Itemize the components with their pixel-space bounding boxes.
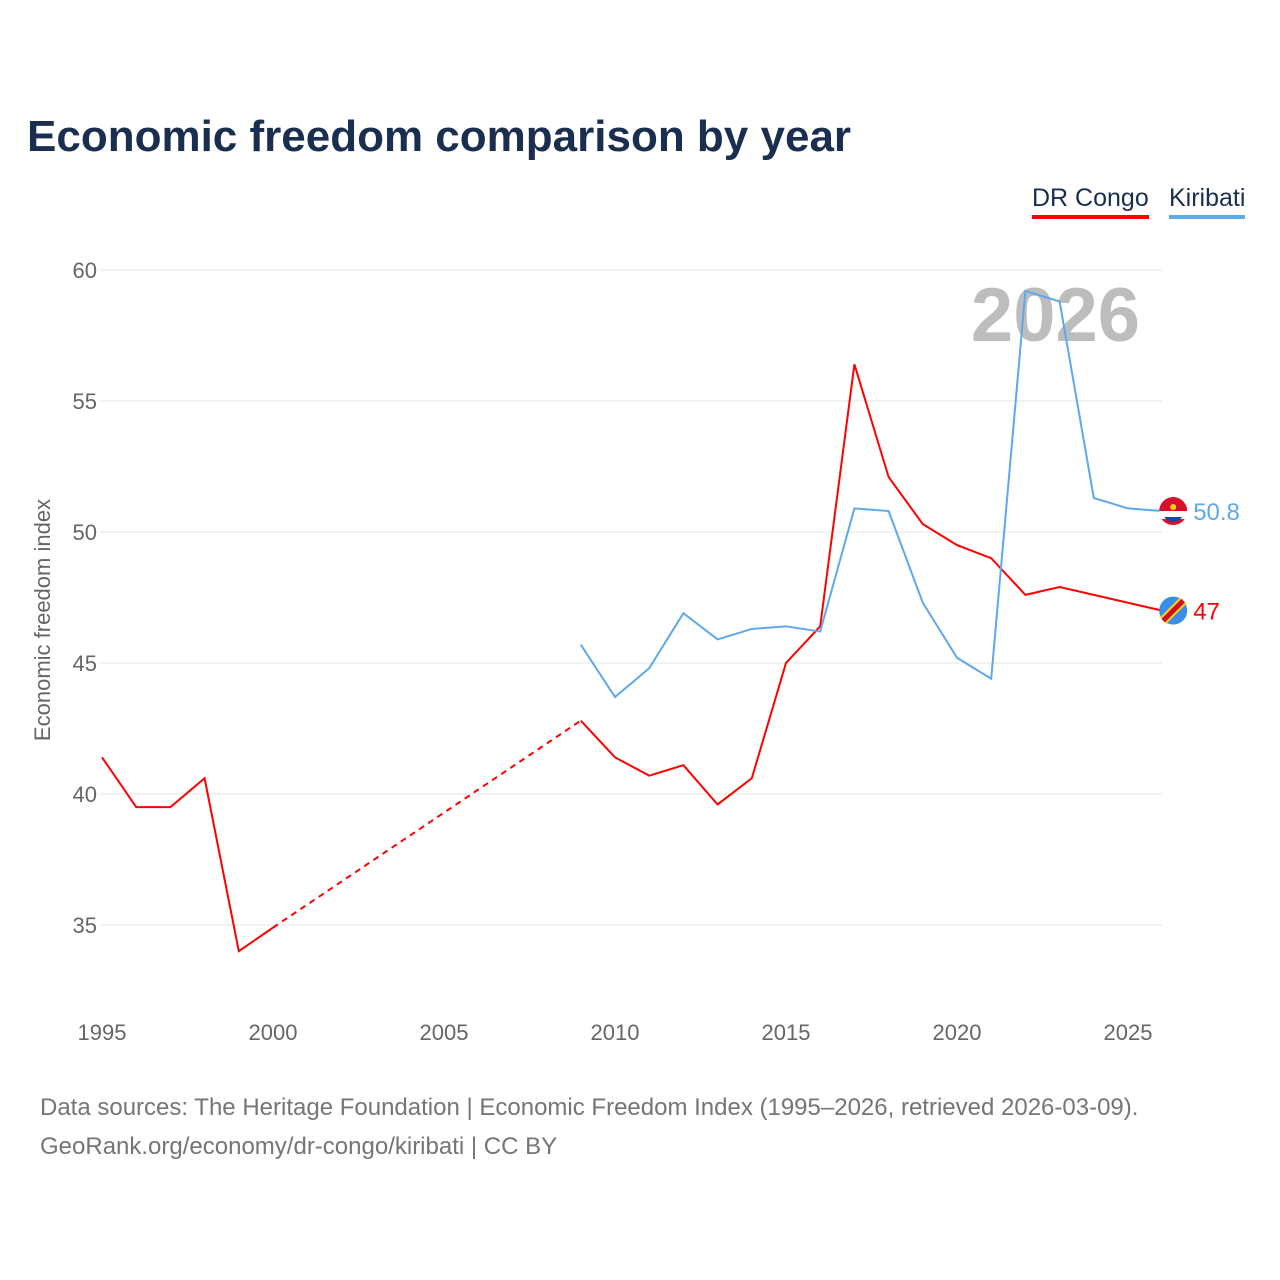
legend-item-kiribati[interactable]: Kiribati [1169,184,1246,219]
kiribati-flag-sun [1170,504,1177,511]
y-tick-label: 40 [73,782,97,807]
end-label-dr-congo: 47 [1193,599,1220,626]
y-tick-label: 45 [73,651,97,676]
x-tick-label: 2020 [933,1020,982,1045]
source-note: Data sources: The Heritage Foundation | … [40,1088,1138,1166]
x-tick-label: 2015 [762,1020,811,1045]
source-line-2[interactable]: GeoRank.org/economy/dr-congo/kiribati | … [40,1133,558,1160]
series-line-dr-congo-gap [272,719,582,929]
y-tick-label: 50 [73,520,97,545]
kiribati-flag-waves [1159,511,1188,520]
y-axis-label: Economic freedom index [30,499,55,741]
series-line-kiribati [579,289,1163,699]
kiribati-flag-sea [1164,517,1183,522]
legend-item-dr-congo[interactable]: DR Congo [1032,184,1149,219]
end-label-kiribati: 50.8 [1193,499,1240,526]
y-tick-label: 60 [73,258,97,283]
series-line-dr-congo [101,756,274,953]
series-line-dr-congo [580,364,1163,806]
x-tick-label: 2000 [249,1020,298,1045]
chart-title: Economic freedom comparison by year [27,112,852,161]
y-tick-label: 55 [73,389,97,414]
x-tick-label: 1995 [78,1020,127,1045]
dr-congo-flag-stripe [1161,598,1185,623]
x-tick-label: 2025 [1104,1020,1153,1045]
x-tick-label: 2005 [420,1020,469,1045]
year-watermark: 2026 [971,273,1140,358]
source-line-1: Data sources: The Heritage Foundation | … [40,1094,1139,1121]
y-tick-label: 35 [73,913,97,938]
x-tick-label: 2010 [591,1020,640,1045]
